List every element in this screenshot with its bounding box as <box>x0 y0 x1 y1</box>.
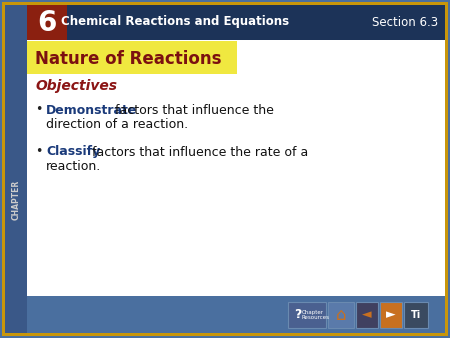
Bar <box>27 5 67 40</box>
Text: factors that influence the rate of a: factors that influence the rate of a <box>88 145 308 159</box>
Text: Section 6.3: Section 6.3 <box>372 16 438 28</box>
Bar <box>288 302 326 328</box>
Text: ◄: ◄ <box>362 309 372 321</box>
Bar <box>27 40 445 296</box>
Text: Demonstrate: Demonstrate <box>46 103 137 117</box>
Text: factors that influence the: factors that influence the <box>111 103 274 117</box>
Bar <box>356 302 378 328</box>
Text: Ti: Ti <box>411 310 421 320</box>
Text: direction of a reaction.: direction of a reaction. <box>46 118 188 130</box>
Text: reaction.: reaction. <box>46 160 101 172</box>
Text: Classify: Classify <box>46 145 100 159</box>
Text: Chemical Reactions and Equations: Chemical Reactions and Equations <box>61 16 289 28</box>
Text: Nature of Reactions: Nature of Reactions <box>35 50 221 68</box>
Bar <box>328 302 354 328</box>
Text: Objectives: Objectives <box>35 79 117 93</box>
Text: ►: ► <box>386 309 396 321</box>
Text: 6: 6 <box>37 9 57 37</box>
Bar <box>404 302 428 328</box>
Bar <box>380 302 402 328</box>
Text: Chapter
Resources: Chapter Resources <box>302 310 330 320</box>
Text: ⌂: ⌂ <box>336 306 346 324</box>
Text: CHAPTER: CHAPTER <box>12 180 21 220</box>
Text: •: • <box>35 145 42 159</box>
Bar <box>5 5 27 333</box>
Bar <box>27 296 445 333</box>
Bar <box>27 41 237 74</box>
Text: •: • <box>35 103 42 117</box>
Text: ?: ? <box>294 309 302 321</box>
Bar <box>27 5 445 40</box>
